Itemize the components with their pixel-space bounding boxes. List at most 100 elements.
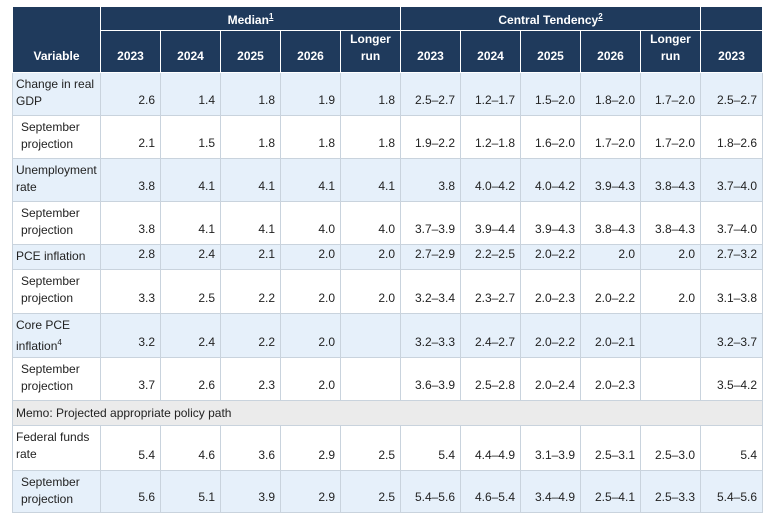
value-cell: 1.5 (160, 115, 221, 159)
data-row: September projection 3.8 4.1 4.1 4.0 4.0 3.7–3… (12, 201, 764, 245)
value-cell: 2.0 (639, 244, 702, 270)
value-cell: 2.0–2.3 (520, 269, 581, 314)
footnote-link[interactable]: 1 (268, 12, 274, 21)
footnote-link[interactable]: 2 (598, 12, 603, 21)
value-cell: 4.6–5.4 (460, 470, 521, 513)
value-cell: 1.8 (340, 72, 401, 116)
value-cell: 2.4 (160, 313, 221, 358)
value-cell: 2.3–2.7 (460, 269, 521, 314)
value-cell: 1.7–2.0 (639, 72, 702, 116)
memo-label: Memo: Projected appropriate policy path (16, 405, 232, 420)
row-label: September projection (12, 115, 101, 159)
group-label: Central Tendency (498, 13, 599, 27)
value-cell: 3.3 (100, 269, 161, 314)
row-label: PCE inflation (12, 244, 101, 270)
value-cell: 2.1 (100, 115, 161, 159)
value-cell: 3.2–3.7 (700, 313, 764, 358)
column-header: 2024 (160, 30, 221, 73)
value-cell: 2.4–2.7 (460, 313, 521, 358)
value-cell: 2.6 (160, 357, 221, 401)
row-label: Memo: Projected appropriate policy path (12, 400, 764, 426)
value-cell: 1.2–1.8 (460, 115, 521, 159)
row-label-text: Change in real GDP (16, 77, 95, 108)
value-cell: 3.2 (100, 313, 161, 358)
group-label: Median (227, 13, 269, 27)
row-label: September projection (12, 201, 101, 245)
group-header (700, 6, 764, 31)
column-header: Longer run (639, 30, 702, 73)
value-cell: 2.0 (280, 313, 341, 358)
value-cell: 2.5–2.7 (700, 72, 764, 116)
row-label: Unemployment rate (12, 158, 101, 202)
value-cell: 2.0–2.3 (580, 357, 641, 401)
value-cell: 2.7–3.2 (700, 244, 764, 270)
value-cell: 1.8 (220, 115, 281, 159)
value-cell: 2.5–2.8 (460, 357, 521, 401)
footnote: 4 (57, 338, 62, 347)
value-cell: 1.8–2.0 (580, 72, 641, 116)
value-cell: 3.7–3.9 (400, 201, 461, 245)
data-row: PCE inflation 2.8 2.4 2.1 2.0 2.0 2.7–2.9 2.2–2… (12, 244, 764, 270)
value-cell: 5.6 (100, 470, 161, 513)
value-cell: 5.4 (100, 425, 161, 471)
column-header: Longer run (340, 30, 401, 73)
group-header: Median1 (100, 6, 401, 31)
row-label-text: Unemployment rate (16, 163, 97, 194)
value-cell: 3.6–3.9 (400, 357, 461, 401)
value-cell: 2.0–2.2 (580, 269, 641, 314)
data-row: Federal funds rate 5.4 4.6 3.6 2.9 2.5 5.4 4.4–… (12, 425, 764, 471)
value-cell: 3.9–4.4 (460, 201, 521, 245)
value-cell: 4.1 (160, 201, 221, 245)
row-label: September projection (12, 269, 101, 314)
value-cell: 4.1 (220, 201, 281, 245)
value-cell: 2.0 (280, 244, 341, 270)
value-cell: 2.5–2.7 (400, 72, 461, 116)
value-cell: 3.8–4.3 (639, 158, 702, 202)
value-cell: 2.0 (639, 269, 702, 314)
value-cell: 3.7–4.0 (700, 158, 764, 202)
value-cell: 1.9 (280, 72, 341, 116)
value-cell: 2.7–2.9 (400, 244, 461, 270)
data-row: September projection 5.6 5.1 3.9 2.9 2.5 5.4–5… (12, 470, 764, 513)
row-label: September projection (12, 357, 101, 401)
value-cell: 5.4–5.6 (700, 470, 764, 513)
table-container: Variable Median1 Central Tendency2 2023 2024… (12, 6, 769, 529)
value-cell: 3.7 (100, 357, 161, 401)
value-cell: 4.1 (220, 158, 281, 202)
row-label-text: September projection (21, 274, 80, 305)
projections-table: Variable Median1 Central Tendency2 2023 2024… (12, 6, 764, 513)
row-label-text: September projection (21, 362, 80, 393)
value-cell: 4.1 (280, 158, 341, 202)
value-cell: 2.2 (220, 269, 281, 314)
value-cell: 3.4–4.9 (520, 470, 581, 513)
value-cell: 2.0–2.2 (520, 244, 581, 270)
column-header: 2023 (400, 30, 461, 73)
row-label-text: PCE inflation (16, 249, 86, 263)
value-cell: 3.6 (220, 425, 281, 471)
row-label-text: September projection (21, 475, 80, 506)
value-cell: 3.9–4.3 (520, 201, 581, 245)
value-cell: 2.0 (580, 244, 641, 270)
value-cell: 2.0 (280, 357, 341, 401)
data-row: September projection 2.1 1.5 1.8 1.8 1.8 1.9–2… (12, 115, 764, 159)
value-cell: 3.8 (100, 201, 161, 245)
value-cell: 5.4 (400, 425, 461, 471)
value-cell: 3.2–3.4 (400, 269, 461, 314)
memo-row: Memo: Projected appropriate policy path (12, 400, 764, 426)
column-header: 2024 (460, 30, 521, 73)
value-cell: 2.5–4.1 (580, 470, 641, 513)
value-cell: 1.6–2.0 (520, 115, 581, 159)
value-cell: 2.5–3.0 (639, 425, 702, 471)
value-cell: 1.8 (280, 115, 341, 159)
data-row: Core PCE inflation4 3.2 2.4 2.2 2.0 3.2–3.3 2.… (12, 313, 764, 358)
value-cell: 3.9 (220, 470, 281, 513)
row-label-text: September projection (21, 120, 80, 151)
value-cell: 2.5 (160, 269, 221, 314)
value-cell: 2.5 (340, 425, 401, 471)
header-row: 2023 2024 2025 2026 Longer run 2023 2024 2025 20… (13, 30, 764, 73)
data-row: September projection 3.3 2.5 2.2 2.0 2.0 3.2–3… (12, 269, 764, 314)
row-label-text: September projection (21, 206, 80, 237)
value-cell: 1.2–1.7 (460, 72, 521, 116)
value-cell: 1.4 (160, 72, 221, 116)
